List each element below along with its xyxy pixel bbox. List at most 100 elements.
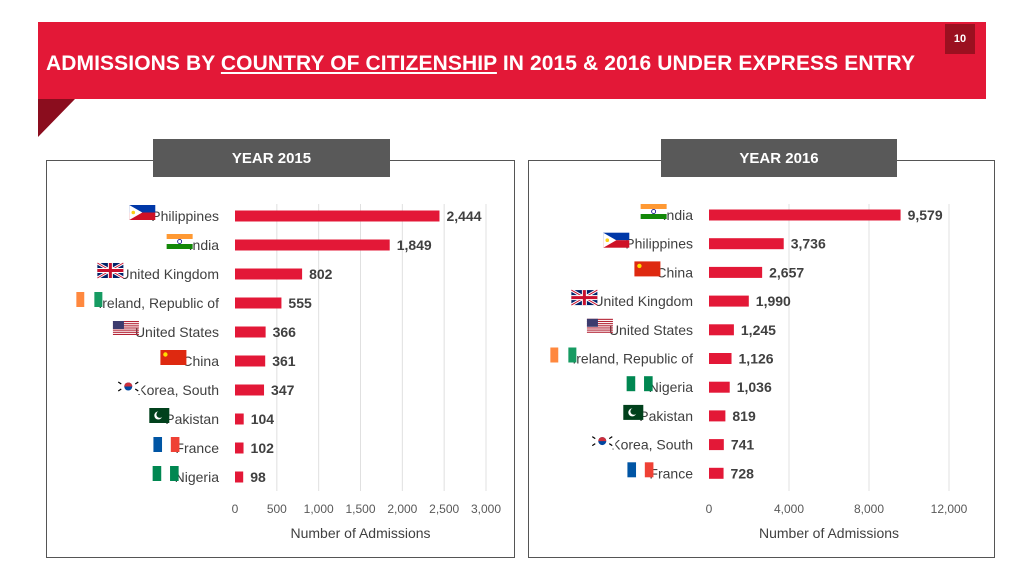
category-label: United Kingdom <box>593 293 693 309</box>
bar <box>709 381 730 393</box>
chart-2016: 0 4,000 8,000 12,000 Number of Admissions 9,5… <box>550 204 968 541</box>
x-tick-label: 1,500 <box>345 502 375 516</box>
category-label: Korea, South <box>611 437 693 453</box>
bar <box>235 239 390 251</box>
x-tick-label: 4,000 <box>774 502 804 516</box>
data-label: 1,036 <box>737 379 772 395</box>
bar <box>235 384 265 396</box>
x-tick-label: 2,500 <box>429 502 459 516</box>
data-label: 102 <box>251 440 275 456</box>
data-label: 555 <box>288 295 312 311</box>
data-label: 802 <box>309 266 333 282</box>
bar <box>709 266 763 278</box>
bar <box>709 295 749 307</box>
category-label: United States <box>135 324 219 340</box>
data-label: 104 <box>251 411 275 427</box>
bar <box>709 324 734 336</box>
bar <box>235 355 266 367</box>
x-tick-label: 500 <box>267 502 287 516</box>
title-post: IN 2015 & 2016 UNDER EXPRESS ENTRY <box>496 52 916 75</box>
category-label: France <box>649 465 693 481</box>
us-flag-icon <box>112 321 139 335</box>
x-axis-title: Number of Admissions <box>290 525 430 541</box>
bar <box>709 238 784 250</box>
data-label: 728 <box>731 465 755 481</box>
data-label: 741 <box>731 437 755 453</box>
x-tick-label: 3,000 <box>471 502 501 516</box>
category-label: Pakistan <box>165 411 219 427</box>
data-label: 2,444 <box>446 208 481 224</box>
nigeria-flag-icon <box>626 376 653 392</box>
chart-panel-2016: 0 4,000 8,000 12,000 Number of Admissions 9,5… <box>528 160 995 558</box>
category-label: United Kingdom <box>119 266 219 282</box>
france-flag-icon <box>627 462 654 478</box>
category-label: France <box>175 440 219 456</box>
data-label: 2,657 <box>769 264 804 280</box>
category-label: Ireland, Republic of <box>98 295 219 311</box>
korea-flag-icon <box>589 433 616 449</box>
category-label: China <box>656 264 693 280</box>
category-label: China <box>182 353 219 369</box>
year-2016-label: YEAR 2016 <box>661 139 897 177</box>
banner-fold-decoration <box>38 99 75 137</box>
bar <box>235 297 282 309</box>
page-number: 10 <box>945 24 975 54</box>
ireland-flag-icon <box>76 292 103 307</box>
bar <box>709 439 724 451</box>
uk-flag-icon <box>96 261 125 280</box>
ireland-flag-icon <box>550 347 577 363</box>
bar <box>235 442 244 454</box>
x-tick-label: 12,000 <box>931 502 968 516</box>
data-label: 9,579 <box>908 207 943 223</box>
india-flag-icon <box>640 204 667 219</box>
pakistan-flag-icon <box>143 408 170 423</box>
year-2015-label: YEAR 2015 <box>153 139 390 177</box>
x-tick-label: 0 <box>706 502 713 516</box>
pakistan-flag-icon <box>617 404 644 420</box>
uk-flag-icon <box>570 288 599 307</box>
philippines-flag-icon <box>603 232 630 248</box>
title-underlined: COUNTRY OF CITIZENSHIP <box>220 52 497 75</box>
data-label: 347 <box>271 382 295 398</box>
x-tick-label: 2,000 <box>387 502 417 516</box>
category-label: Philippines <box>151 208 219 224</box>
china-flag-icon <box>634 261 661 277</box>
bar <box>709 467 724 479</box>
china-flag-icon <box>160 350 187 365</box>
bar <box>235 210 440 222</box>
category-label: Nigeria <box>649 379 694 395</box>
philippines-flag-icon <box>129 205 156 220</box>
category-label: India <box>663 207 694 223</box>
x-tick-label: 8,000 <box>854 502 884 516</box>
page-title: ADMISSIONS BY COUNTRY OF CITIZENSHIP IN … <box>46 52 915 76</box>
chart-2015: 0 500 1,000 1,500 2,000 2,500 3,000 Number of A… <box>76 204 501 541</box>
data-label: 1,990 <box>756 293 791 309</box>
title-banner <box>38 22 986 99</box>
x-tick-label: 0 <box>232 502 239 516</box>
chart-panel-2015: 0 500 1,000 1,500 2,000 2,500 3,000 Number of A… <box>46 160 515 558</box>
bar <box>235 413 244 425</box>
data-label: 366 <box>273 324 297 340</box>
bar <box>709 353 732 364</box>
category-label: Pakistan <box>639 408 693 424</box>
category-label: Nigeria <box>175 469 220 485</box>
nigeria-flag-icon <box>152 466 179 481</box>
data-label: 1,245 <box>741 322 776 338</box>
france-flag-icon <box>153 437 180 452</box>
data-label: 361 <box>272 353 296 369</box>
bar <box>235 471 244 483</box>
data-label: 3,736 <box>791 236 826 252</box>
category-label: Philippines <box>625 236 693 252</box>
data-label: 98 <box>250 469 266 485</box>
category-label: Ireland, Republic of <box>572 351 693 367</box>
category-label: United States <box>609 322 693 338</box>
india-flag-icon <box>166 234 193 249</box>
us-flag-icon <box>586 318 613 333</box>
x-tick-label: 1,000 <box>304 502 334 516</box>
title-pre: ADMISSIONS BY <box>46 52 221 75</box>
bar <box>235 326 266 338</box>
data-label: 1,849 <box>397 237 432 253</box>
data-label: 1,126 <box>739 351 774 367</box>
bar <box>709 410 726 422</box>
korea-flag-icon <box>115 379 142 394</box>
